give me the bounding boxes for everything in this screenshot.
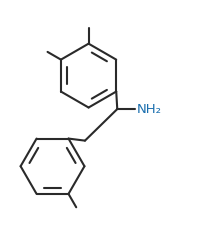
- Text: NH₂: NH₂: [137, 103, 162, 116]
